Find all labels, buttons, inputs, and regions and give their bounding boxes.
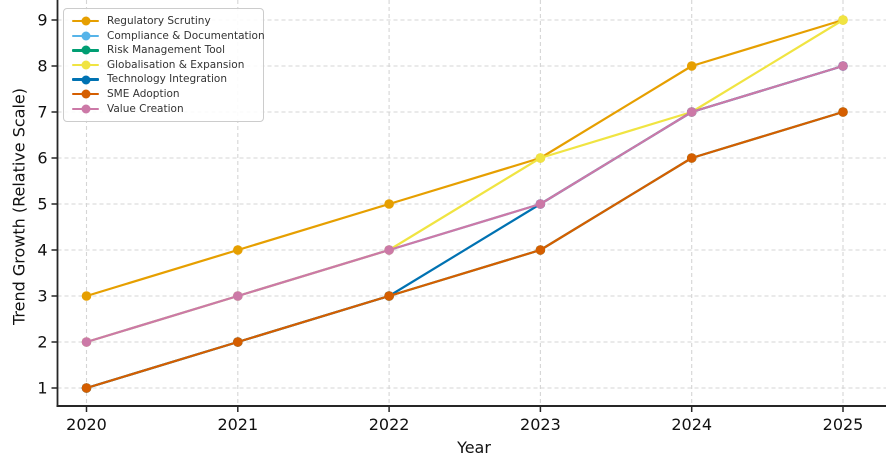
data-point [233, 291, 243, 301]
data-point [384, 199, 394, 209]
x-tick-label: 2025 [823, 415, 864, 434]
data-point [535, 153, 546, 163]
legend-line-swatch [72, 75, 99, 85]
axis-ticks [51, 19, 844, 412]
legend-item-label: Globalisation & Expansion [107, 58, 245, 71]
data-point [686, 61, 697, 71]
y-tick-label: 7 [37, 103, 47, 122]
data-point [838, 61, 848, 71]
x-tick-label: 2020 [66, 415, 107, 434]
legend-line-swatch [72, 16, 99, 26]
y-tick-label: 9 [37, 11, 47, 30]
data-point [81, 291, 92, 301]
data-point [686, 107, 697, 117]
legend-item-label: SME Adoption [107, 88, 180, 101]
y-axis-title: Trend Growth (Relative Scale) [9, 88, 29, 326]
series-line [85, 110, 845, 390]
data-point [81, 337, 92, 347]
y-tick-label: 1 [37, 379, 47, 398]
data-point [384, 245, 394, 255]
chart-legend: Regulatory Scrutiny Compliance & Documen… [63, 8, 265, 123]
data-point [81, 383, 92, 393]
x-tick-label: 2021 [217, 415, 258, 434]
legend-marker-dot [81, 104, 90, 114]
y-tick-label: 4 [37, 241, 47, 260]
tick-labels: 1 2 3 4 5 6 7 8 9 2020 2021 2022 2023 2024 2025 [37, 11, 863, 435]
data-point [233, 337, 243, 347]
x-axis-title: Year [457, 438, 491, 457]
legend-item: Value Creation [72, 102, 255, 117]
legend-line-swatch [72, 104, 99, 114]
data-point [535, 199, 546, 209]
data-point [838, 15, 848, 25]
data-point [233, 245, 243, 255]
x-tick-label: 2024 [671, 415, 712, 434]
y-tick-label: 2 [37, 333, 47, 352]
legend-line-swatch [72, 89, 99, 99]
legend-item: Technology Integration [72, 72, 255, 87]
legend-line-swatch [72, 45, 99, 55]
legend-item-label: Technology Integration [107, 73, 228, 86]
legend-marker-dot [81, 60, 90, 70]
legend-item: Risk Management Tool [72, 43, 255, 58]
series-value-creation [81, 61, 848, 347]
legend-marker-dot [81, 16, 90, 26]
series-sme-adoption [81, 107, 848, 393]
data-point [686, 153, 697, 163]
legend-item-label: Compliance & Documentation [107, 29, 265, 42]
legend-marker-dot [81, 75, 90, 85]
legend-item: Globalisation & Expansion [72, 58, 255, 73]
series-line [85, 64, 845, 344]
series-lines [81, 15, 848, 393]
y-tick-label: 5 [37, 195, 47, 214]
y-tick-label: 3 [37, 287, 47, 306]
legend-item-label: Regulatory Scrutiny [107, 15, 211, 28]
y-tick-label: 8 [37, 57, 47, 76]
legend-item-label: Risk Management Tool [107, 44, 226, 57]
legend-item: Regulatory Scrutiny [72, 14, 255, 29]
legend-line-swatch [72, 31, 99, 41]
data-point [838, 107, 848, 117]
x-tick-label: 2022 [369, 415, 410, 434]
data-point [384, 291, 394, 301]
legend-line-swatch [72, 60, 99, 70]
legend-marker-dot [81, 89, 90, 99]
x-tick-label: 2023 [520, 415, 561, 434]
y-tick-label: 6 [37, 149, 47, 168]
legend-item-label: Value Creation [107, 102, 184, 115]
legend-item: Compliance & Documentation [72, 29, 265, 44]
legend-marker-dot [81, 31, 90, 41]
series-line [85, 18, 845, 298]
legend-marker-dot [81, 45, 90, 55]
data-point [535, 245, 546, 255]
legend-item: SME Adoption [72, 87, 255, 102]
